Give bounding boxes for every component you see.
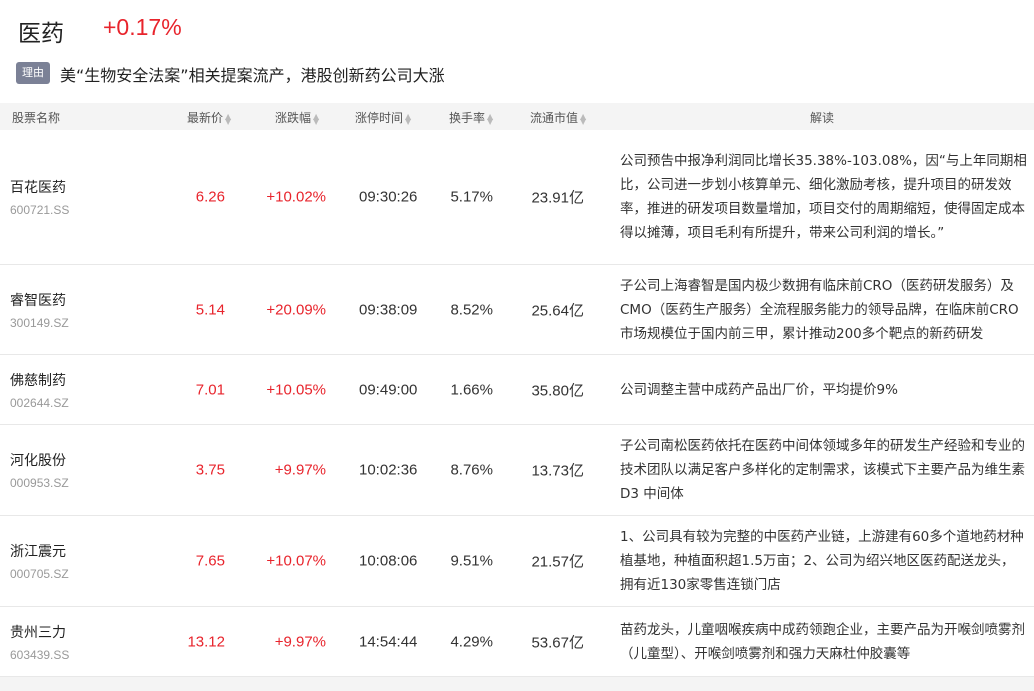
turnover: 5.17% <box>450 188 493 206</box>
price: 7.01 <box>195 381 225 398</box>
limit-time: 10:02:36 <box>359 461 418 479</box>
stock-name-cell[interactable]: 睿智医药 300149.SZ <box>10 290 69 330</box>
table-row[interactable]: 贵州三力 603439.SS 13.12 +9.97% 14:54:44 4.29… <box>0 607 1034 677</box>
limit-time: 09:49:00 <box>359 381 418 398</box>
col-limit-time[interactable]: 涨停时间 ▲ ▼ <box>355 111 412 126</box>
market-cap: 23.91亿 <box>531 189 584 207</box>
change: +10.02% <box>266 188 326 206</box>
interpretation: 1、公司具有较为完整的中医药产业链，上游建有60多个道地药材种植基地，种植面积超… <box>620 529 1024 593</box>
table-row[interactable]: 佛慈制药 002644.SZ 7.01 +10.05% 09:49:00 1.66… <box>0 355 1034 425</box>
reason-badge: 理由 <box>16 62 50 84</box>
interpretation: 公司预告中报净利润同比增长35.38%-103.08%，因“与上年同期相比，公司… <box>620 153 1027 241</box>
table-row[interactable]: 浙江震元 000705.SZ 7.65 +10.07% 10:08:06 9.51… <box>0 516 1034 607</box>
sector-change: +0.17% <box>103 14 182 40</box>
price: 6.26 <box>195 188 225 206</box>
stock-name[interactable]: 贵州三力 <box>10 624 66 641</box>
table-row[interactable]: 河化股份 000953.SZ 3.75 +9.97% 10:02:36 8.76%… <box>0 425 1034 516</box>
stock-name[interactable]: 百花医药 <box>10 180 66 196</box>
limit-time: 10:08:06 <box>359 552 418 570</box>
table-row[interactable]: 睿智医药 300149.SZ 5.14 +20.09% 09:38:09 8.52… <box>0 265 1034 355</box>
change: +9.97% <box>274 461 326 479</box>
price: 5.14 <box>195 301 225 318</box>
limit-time: 09:30:26 <box>359 188 418 206</box>
col-price[interactable]: 最新价 ▲ ▼ <box>187 111 232 126</box>
col-mcap[interactable]: 流通市值 ▲ ▼ <box>530 111 587 126</box>
sector-title: 医药 <box>18 21 64 47</box>
change: +10.07% <box>266 552 326 570</box>
turnover: 9.51% <box>450 552 493 570</box>
price: 13.12 <box>187 633 225 650</box>
market-cap: 25.64亿 <box>531 302 584 319</box>
table-header: 股票名称 最新价 ▲ ▼ 涨跌幅 ▲ ▼ 涨停时间 ▲ ▼ 换手率 ▲ ▼ 流通市值 ▲ ▼ 解读 <box>0 103 1034 130</box>
turnover: 8.76% <box>450 461 493 479</box>
table-footer <box>0 677 1034 691</box>
col-desc: 解读 <box>810 111 835 125</box>
interpretation: 公司调整主营中成药产品出厂价，平均提价9% <box>620 381 898 398</box>
col-change[interactable]: 涨跌幅 ▲ ▼ <box>275 111 320 126</box>
turnover: 8.52% <box>450 301 493 318</box>
stock-code: 600721.SS <box>10 203 70 217</box>
sort-icon[interactable]: ▲ ▼ <box>225 111 232 126</box>
stock-code: 002644.SZ <box>10 395 69 410</box>
change: +10.05% <box>266 381 326 398</box>
stock-name[interactable]: 佛慈制药 <box>10 372 66 389</box>
stock-code: 603439.SS <box>10 647 70 662</box>
sort-icon[interactable]: ▲ ▼ <box>580 111 587 126</box>
limit-time: 14:54:44 <box>359 633 418 650</box>
stock-name[interactable]: 睿智医药 <box>10 292 66 309</box>
market-cap: 21.57亿 <box>531 553 584 571</box>
stock-code: 000953.SZ <box>10 476 69 490</box>
sort-icon[interactable]: ▲ ▼ <box>313 111 320 126</box>
stock-code: 300149.SZ <box>10 315 69 330</box>
reason-text: 美“生物安全法案”相关提案流产，港股创新药公司大涨 <box>60 66 445 85</box>
stock-name-cell[interactable]: 佛慈制药 002644.SZ <box>10 370 69 410</box>
change: +9.97% <box>274 633 326 650</box>
market-cap: 53.67亿 <box>531 634 584 651</box>
stock-name-cell[interactable]: 百花医药 600721.SS <box>10 177 69 217</box>
col-name: 股票名称 <box>12 111 61 125</box>
change: +20.09% <box>266 301 326 318</box>
market-cap: 35.80亿 <box>531 382 584 399</box>
market-cap: 13.73亿 <box>531 462 584 480</box>
table-row[interactable]: 百花医药 600721.SS 6.26 +10.02% 09:30:26 5.17… <box>0 130 1034 265</box>
sort-icon[interactable]: ▲ ▼ <box>405 111 412 126</box>
price: 7.65 <box>195 552 225 570</box>
interpretation: 子公司南松医药依托在医药中间体领域多年的研发生产经验和专业的技术团队以满足客户多… <box>620 438 1025 502</box>
interpretation: 苗药龙头，儿童咽喉疾病中成药领跑企业，主要产品为开喉剑喷雾剂（儿童型）、开喉剑喷… <box>620 621 1025 662</box>
col-turnover[interactable]: 换手率 ▲ ▼ <box>449 111 494 126</box>
stock-name-cell[interactable]: 河化股份 000953.SZ <box>10 450 69 490</box>
interpretation: 子公司上海睿智是国内极少数拥有临床前CRO（医药研发服务）及CMO（医药生产服务… <box>620 277 1019 342</box>
turnover: 1.66% <box>450 381 493 398</box>
sort-icon[interactable]: ▲ ▼ <box>487 111 494 126</box>
stock-code: 000705.SZ <box>10 567 69 581</box>
stock-name-cell[interactable]: 贵州三力 603439.SS <box>10 622 69 662</box>
stock-name[interactable]: 河化股份 <box>10 453 66 469</box>
limit-time: 09:38:09 <box>359 301 418 318</box>
turnover: 4.29% <box>450 633 493 650</box>
price: 3.75 <box>195 461 225 479</box>
stock-name[interactable]: 浙江震元 <box>10 544 66 560</box>
stock-name-cell[interactable]: 浙江震元 000705.SZ <box>10 541 69 581</box>
